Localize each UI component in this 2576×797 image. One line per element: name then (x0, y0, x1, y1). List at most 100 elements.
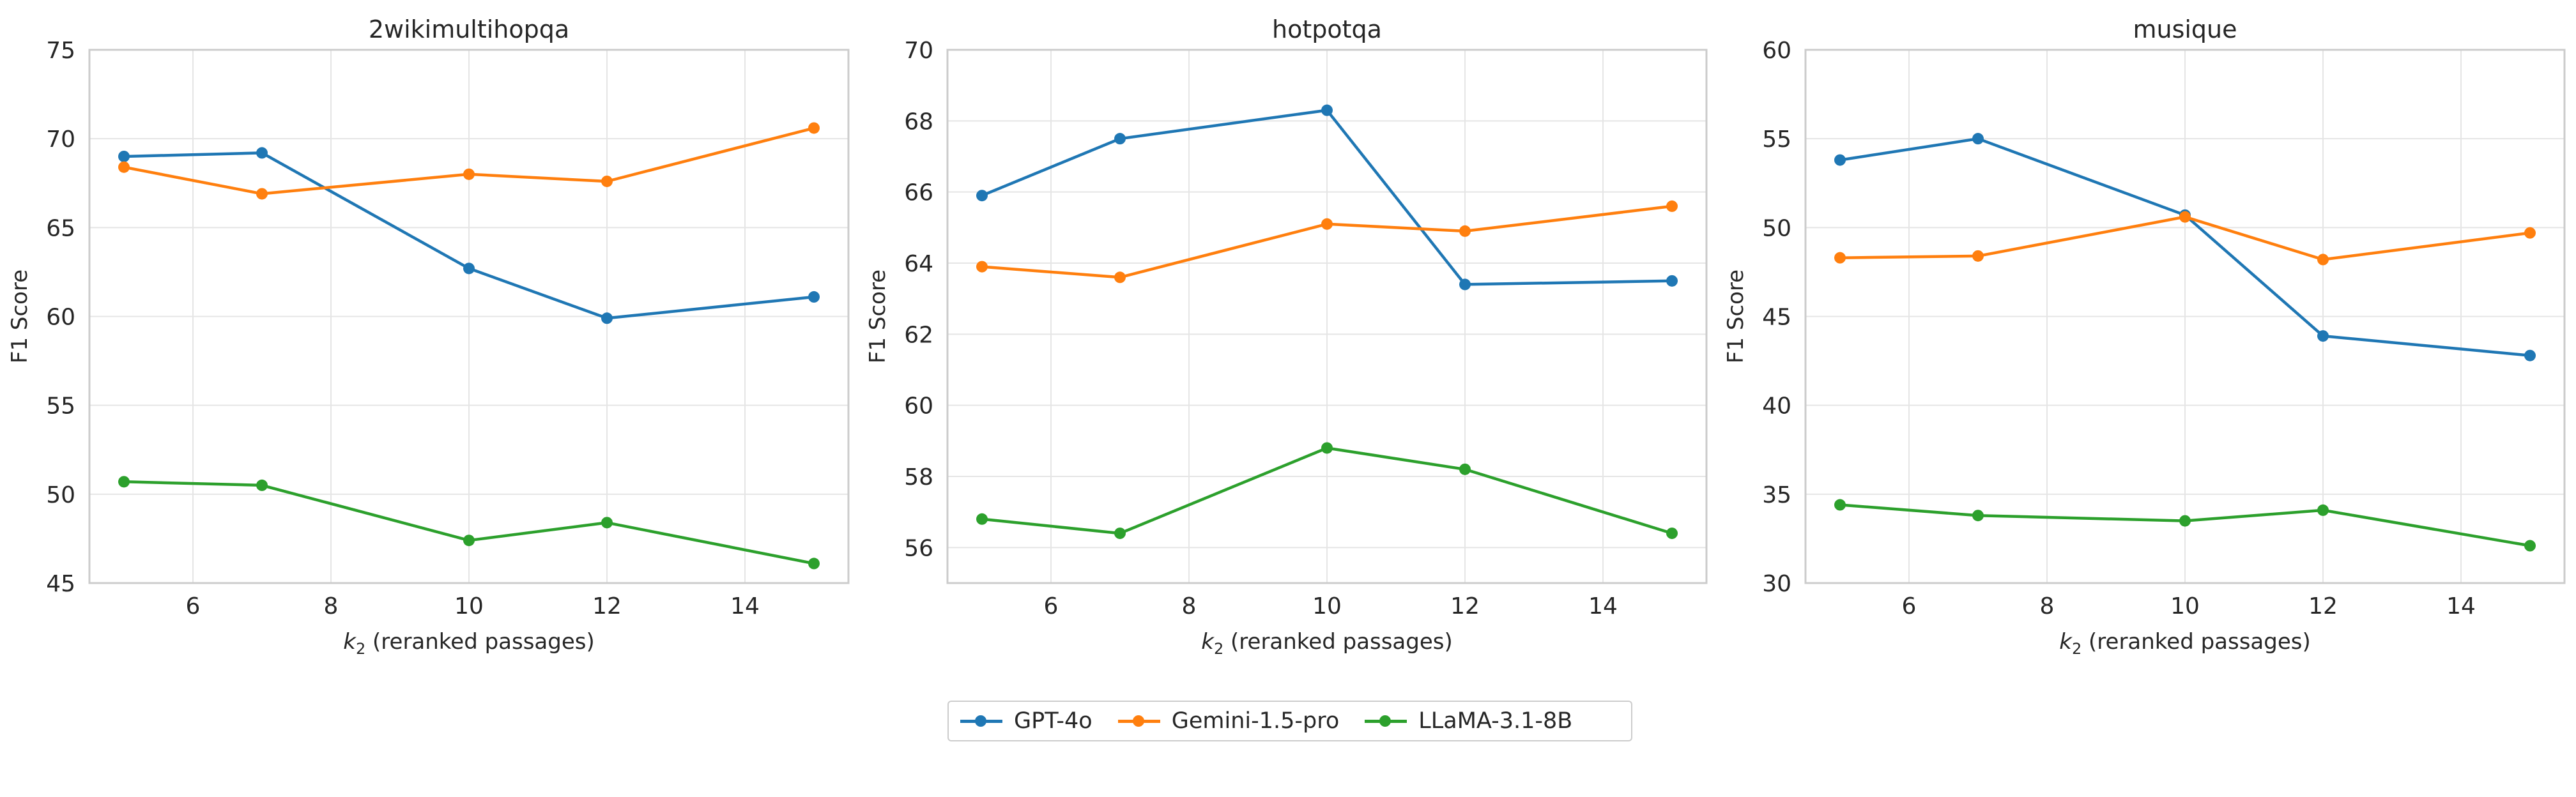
chart-title: hotpotqa (1272, 15, 1382, 43)
data-point-llama-3-1-8b (463, 535, 475, 547)
data-point-gemini-1-5-pro (463, 168, 475, 180)
y-tick-label: 58 (904, 464, 933, 490)
x-tick-label: 6 (1044, 593, 1059, 619)
x-tick-label: 8 (2040, 593, 2055, 619)
plot-frame (1804, 49, 2566, 584)
legend-marker-gemini-1-5-pro (1117, 715, 1160, 727)
data-point-llama-3-1-8b (1114, 528, 1126, 540)
data-point-gemini-1-5-pro (1666, 200, 1678, 212)
data-point-llama-3-1-8b (1666, 528, 1678, 540)
data-point-llama-3-1-8b (808, 558, 820, 570)
x-tick-label: 12 (1450, 593, 1480, 619)
y-tick-label: 66 (904, 180, 933, 206)
legend-item-gemini-1-5-pro: Gemini-1.5-pro (1117, 708, 1340, 734)
data-point-gpt-4o (1321, 104, 1333, 116)
chart-panel-2wikimultihopqa: 6 8 10 12 14 45 50 55 60 65 70 75 2wikimultihopqa k2 … (7, 15, 850, 658)
chart-panel-musique: 6 8 10 12 14 30 35 40 45 50 55 60 musique k2 (reranke… (1723, 15, 2566, 658)
data-point-gemini-1-5-pro (256, 188, 268, 200)
data-point-gpt-4o (976, 190, 988, 202)
data-point-gemini-1-5-pro (118, 161, 130, 173)
y-tick-label: 40 (1762, 393, 1791, 420)
data-point-gemini-1-5-pro (2317, 254, 2329, 266)
y-axis-label: F1 Score (1723, 269, 1749, 363)
x-tick-label: 6 (186, 593, 201, 619)
data-point-gpt-4o (2317, 330, 2329, 342)
legend-marker-llama-3-1-8b (1365, 715, 1407, 727)
plot-frame (946, 49, 1708, 584)
x-tick-label: 10 (1312, 593, 1342, 619)
x-axis-label: k2 (reranked passages) (1201, 629, 1453, 658)
data-point-llama-3-1-8b (1321, 442, 1333, 454)
data-point-gemini-1-5-pro (2179, 211, 2191, 223)
x-tick-label: 10 (2170, 593, 2200, 619)
data-point-gpt-4o (463, 262, 475, 275)
series-llama-3-1-8b (118, 476, 820, 570)
data-point-gemini-1-5-pro (808, 122, 820, 134)
y-tick-label: 60 (904, 393, 933, 420)
y-tick-label: 30 (1762, 571, 1791, 597)
legend-label-gemini-1-5-pro: Gemini-1.5-pro (1171, 708, 1340, 734)
series-llama-3-1-8b (976, 442, 1678, 540)
data-point-llama-3-1-8b (601, 517, 613, 529)
x-tick-label: 6 (1902, 593, 1917, 619)
data-point-gemini-1-5-pro (1834, 252, 1846, 264)
x-tick-label: 14 (1588, 593, 1618, 619)
y-tick-label: 45 (1762, 305, 1791, 331)
y-tick-label: 70 (904, 38, 933, 64)
y-tick-label: 60 (46, 305, 75, 331)
data-point-llama-3-1-8b (2317, 504, 2329, 516)
legend-item-gpt-4o: GPT-4o (960, 708, 1092, 734)
y-tick-label: 62 (904, 322, 933, 348)
y-tick-label: 75 (46, 38, 75, 64)
x-tick-label: 10 (454, 593, 484, 619)
data-point-gpt-4o (1972, 133, 1984, 145)
data-point-llama-3-1-8b (256, 479, 268, 491)
data-point-gemini-1-5-pro (1321, 218, 1333, 230)
data-point-gemini-1-5-pro (2524, 227, 2536, 239)
y-tick-label: 60 (1762, 38, 1791, 64)
chart-title: 2wikimultihopqa (369, 15, 569, 43)
y-tick-label: 50 (1762, 215, 1791, 241)
data-point-gemini-1-5-pro (1114, 271, 1126, 284)
legend-item-llama-3-1-8b: LLaMA-3.1-8B (1365, 708, 1572, 734)
y-tick-label: 70 (46, 126, 75, 153)
data-point-llama-3-1-8b (1459, 463, 1471, 475)
data-point-gpt-4o (1666, 275, 1678, 287)
series-llama-3-1-8b (1834, 499, 2536, 552)
legend-label-llama-3-1-8b: LLaMA-3.1-8B (1418, 708, 1573, 734)
plot-frame (88, 49, 850, 584)
series-gemini-1-5-pro (1834, 211, 2536, 266)
data-point-gpt-4o (118, 151, 130, 162)
y-tick-label: 65 (46, 215, 75, 241)
data-point-gpt-4o (1834, 154, 1846, 166)
data-point-gemini-1-5-pro (601, 175, 613, 187)
legend: GPT-4o Gemini-1.5-pro LLaMA-3.1-8B (947, 701, 1632, 741)
legend-marker-gpt-4o (960, 715, 1002, 727)
y-tick-label: 50 (46, 482, 75, 508)
legend-label-gpt-4o: GPT-4o (1014, 708, 1092, 734)
data-point-gemini-1-5-pro (1459, 225, 1471, 237)
data-point-gpt-4o (808, 291, 820, 303)
data-point-gpt-4o (1459, 278, 1471, 291)
series-gemini-1-5-pro (976, 200, 1678, 284)
x-tick-label: 12 (592, 593, 622, 619)
x-axis-label: k2 (reranked passages) (2059, 629, 2311, 658)
data-point-llama-3-1-8b (2524, 540, 2536, 552)
data-point-llama-3-1-8b (976, 513, 988, 525)
series-gpt-4o (118, 147, 820, 324)
y-tick-label: 55 (1762, 126, 1791, 153)
series-gpt-4o (976, 104, 1678, 291)
x-tick-label: 8 (1182, 593, 1197, 619)
y-tick-label: 64 (904, 251, 933, 277)
x-axis-label: k2 (reranked passages) (343, 629, 595, 658)
x-tick-label: 14 (2446, 593, 2476, 619)
data-point-gpt-4o (2524, 349, 2536, 361)
data-point-llama-3-1-8b (1834, 499, 1846, 511)
y-tick-label: 35 (1762, 482, 1791, 508)
y-axis-label: F1 Score (865, 269, 891, 363)
x-tick-label: 12 (2308, 593, 2338, 619)
chart-title: musique (2133, 15, 2237, 43)
series-gemini-1-5-pro (118, 122, 820, 200)
